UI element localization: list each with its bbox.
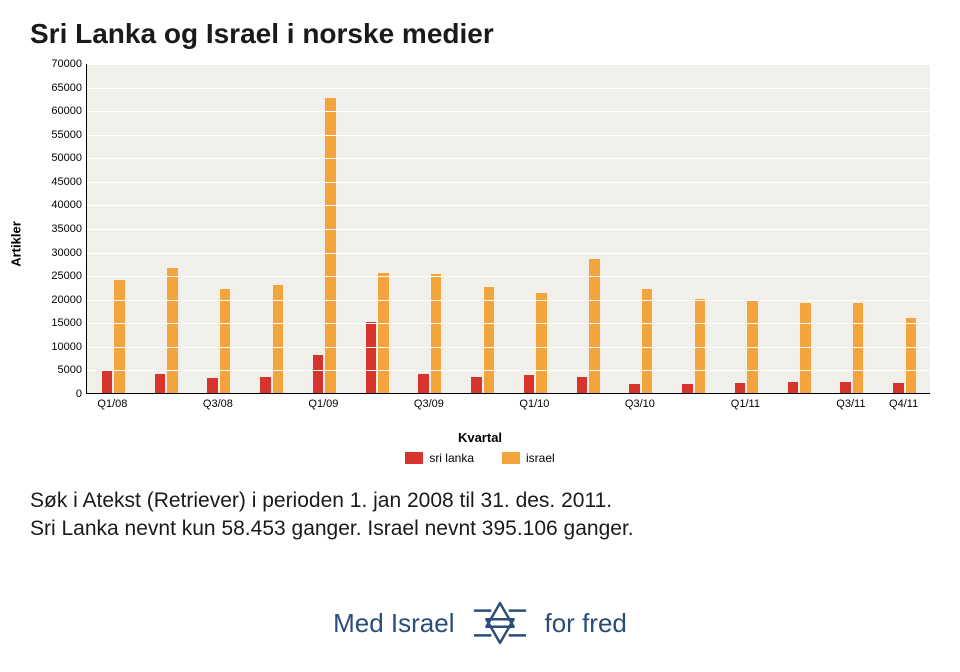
bar-sri-lanka bbox=[260, 377, 271, 393]
bar-israel bbox=[642, 289, 653, 393]
bar-israel bbox=[906, 318, 917, 393]
x-tick-label: Q3/09 bbox=[414, 398, 444, 410]
bar-sri-lanka bbox=[471, 377, 482, 393]
footer-text-left: Med Israel bbox=[333, 608, 454, 639]
grid-line bbox=[87, 158, 930, 159]
bar-israel bbox=[220, 289, 231, 393]
bar-israel bbox=[589, 259, 600, 393]
bar-israel bbox=[325, 98, 336, 393]
x-tick-label: Q3/08 bbox=[203, 398, 233, 410]
footer-logo: Med Israel for fred bbox=[0, 592, 960, 654]
grid-line bbox=[87, 229, 930, 230]
grid-line bbox=[87, 182, 930, 183]
caption: Søk i Atekst (Retriever) i perioden 1. j… bbox=[30, 487, 930, 544]
grid-line bbox=[87, 323, 930, 324]
y-tick-label: 20000 bbox=[36, 294, 82, 306]
bar-israel bbox=[378, 273, 389, 393]
bar-israel bbox=[536, 293, 547, 393]
bar-sri-lanka bbox=[524, 375, 535, 393]
x-tick-label: Q4/11 bbox=[889, 398, 918, 410]
footer-text-right: for fred bbox=[545, 608, 627, 639]
bar-sri-lanka bbox=[207, 378, 218, 393]
legend-item-srilanka: sri lanka bbox=[405, 451, 474, 465]
bar-sri-lanka bbox=[682, 384, 693, 393]
y-tick-label: 55000 bbox=[36, 129, 82, 141]
page-title: Sri Lanka og Israel i norske medier bbox=[30, 18, 930, 50]
bar-sri-lanka bbox=[577, 377, 588, 394]
y-tick-label: 70000 bbox=[36, 58, 82, 70]
y-tick-label: 65000 bbox=[36, 82, 82, 94]
legend-label: sri lanka bbox=[429, 451, 474, 465]
caption-line-1: Søk i Atekst (Retriever) i perioden 1. j… bbox=[30, 487, 930, 515]
bar-sri-lanka bbox=[735, 383, 746, 393]
y-tick-label: 35000 bbox=[36, 223, 82, 235]
y-tick-label: 45000 bbox=[36, 176, 82, 188]
plot-area bbox=[86, 64, 930, 394]
grid-line bbox=[87, 135, 930, 136]
bar-sri-lanka bbox=[840, 382, 851, 393]
legend-swatch bbox=[405, 452, 423, 464]
grid-line bbox=[87, 347, 930, 348]
x-tick-label: Q1/09 bbox=[308, 398, 338, 410]
x-tick-label: Q1/11 bbox=[731, 398, 760, 410]
bar-israel bbox=[273, 285, 284, 393]
y-tick-label: 40000 bbox=[36, 199, 82, 211]
grid-line bbox=[87, 253, 930, 254]
y-tick-label: 50000 bbox=[36, 152, 82, 164]
y-tick-label: 60000 bbox=[36, 105, 82, 117]
y-tick-label: 10000 bbox=[36, 341, 82, 353]
star-of-david-icon bbox=[469, 592, 531, 654]
y-tick-label: 5000 bbox=[36, 364, 82, 376]
x-tick-label: Q3/10 bbox=[625, 398, 655, 410]
y-axis-label: Artikler bbox=[9, 221, 24, 267]
bar-israel bbox=[431, 274, 442, 393]
grid-line bbox=[87, 205, 930, 206]
legend-label: israel bbox=[526, 451, 555, 465]
bar-sri-lanka bbox=[418, 374, 429, 393]
bar-israel bbox=[853, 303, 864, 393]
x-tick-label: Q1/10 bbox=[519, 398, 549, 410]
bar-sri-lanka bbox=[788, 382, 799, 393]
chart-container: Artikler 0500010000150002000025000300003… bbox=[30, 64, 930, 424]
x-tick-label: Q3/11 bbox=[836, 398, 865, 410]
y-tick-label: 25000 bbox=[36, 270, 82, 282]
grid-line bbox=[87, 111, 930, 112]
grid-line bbox=[87, 370, 930, 371]
bar-israel bbox=[114, 280, 125, 393]
bar-sri-lanka bbox=[366, 322, 377, 393]
y-tick-label: 30000 bbox=[36, 247, 82, 259]
legend-swatch bbox=[502, 452, 520, 464]
y-tick-label: 15000 bbox=[36, 317, 82, 329]
legend: sri lanka israel bbox=[30, 451, 930, 465]
legend-item-israel: israel bbox=[502, 451, 555, 465]
x-tick-label: Q1/08 bbox=[97, 398, 127, 410]
grid-line bbox=[87, 64, 930, 65]
grid-line bbox=[87, 276, 930, 277]
grid-line bbox=[87, 88, 930, 89]
bar-sri-lanka bbox=[629, 384, 640, 393]
bar-israel bbox=[484, 287, 495, 393]
y-tick-label: 0 bbox=[36, 388, 82, 400]
bar-sri-lanka bbox=[893, 383, 904, 393]
caption-line-2: Sri Lanka nevnt kun 58.453 ganger. Israe… bbox=[30, 515, 930, 543]
bar-israel bbox=[167, 268, 178, 393]
bar-sri-lanka bbox=[313, 355, 324, 393]
bar-sri-lanka bbox=[155, 374, 166, 393]
x-axis-label: Kvartal bbox=[30, 430, 930, 445]
bar-sri-lanka bbox=[102, 371, 113, 393]
grid-line bbox=[87, 300, 930, 301]
